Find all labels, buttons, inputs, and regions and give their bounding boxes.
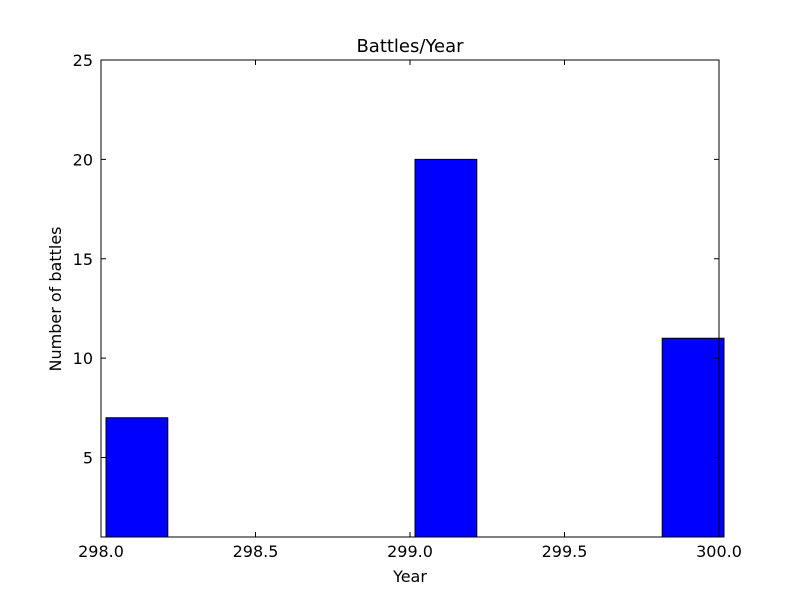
x-axis-label: Year <box>392 567 427 586</box>
y-tick-label: 5 <box>83 449 93 468</box>
bar-2 <box>661 337 725 538</box>
ticks-group: 298.0 298.5 299.0 299.5 300.0 5 10 15 20 25 <box>73 51 742 561</box>
bar-0 <box>105 417 169 538</box>
x-tick-label: 300.0 <box>696 542 742 561</box>
bars-group <box>105 158 725 538</box>
x-tick-label: 298.0 <box>78 542 124 561</box>
bar-1 <box>414 158 478 538</box>
plot-frame <box>100 59 720 538</box>
y-axis-label: Number of battles <box>46 227 65 372</box>
x-tick-label: 299.5 <box>542 542 588 561</box>
y-tick-label: 20 <box>73 150 93 169</box>
chart-title: Battles/Year <box>356 36 464 57</box>
y-tick-label: 10 <box>73 349 93 368</box>
y-tick-label: 15 <box>73 250 93 269</box>
y-tick-label: 25 <box>73 51 93 70</box>
x-tick-label: 299.0 <box>387 542 433 561</box>
x-tick-label: 298.5 <box>233 542 279 561</box>
